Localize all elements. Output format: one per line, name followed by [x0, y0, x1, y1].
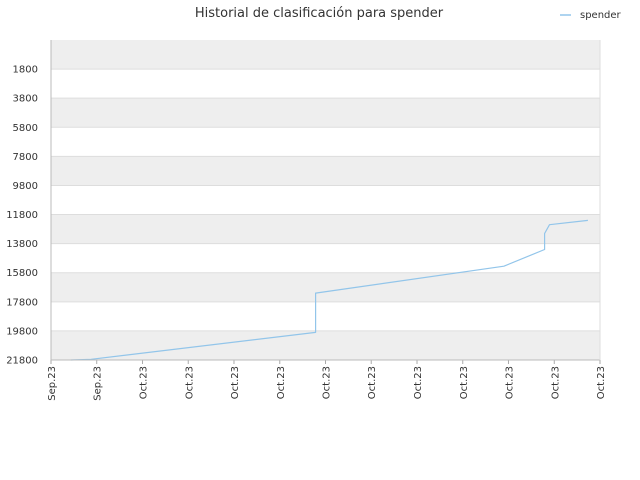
y-tick-label-8: 17800 [6, 297, 38, 308]
x-tick-label-2: Oct.23 [139, 366, 150, 399]
band-1 [51, 69, 600, 99]
x-tick-label-8: Oct.23 [413, 366, 424, 399]
x-tick-label-6: Oct.23 [322, 366, 333, 399]
band-8 [51, 272, 600, 302]
axes [50, 40, 601, 361]
y-axis-ticks: 1800 3800 5800 7800 9800 11800 13800 15800 17800… [6, 65, 38, 367]
y-tick-label-1: 3800 [13, 94, 38, 105]
y-tick-label-10: 21800 [6, 356, 38, 367]
x-tick-label-3: Oct.23 [184, 366, 195, 399]
series-group [70, 219, 588, 361]
y-tick-label-7: 15800 [6, 268, 38, 279]
band-10 [51, 330, 600, 360]
y-tick-label-5: 11800 [6, 210, 38, 221]
x-axis-ticks: Sep.23 Sep.23 Oct.23 Oct.23 Oct.23 Oct.23 Oct.… [47, 360, 607, 401]
x-tick-label-11: Oct.23 [550, 366, 561, 399]
y-tick-label-9: 19800 [6, 326, 38, 337]
x-tick-label-10: Oct.23 [504, 366, 515, 399]
band-3 [51, 127, 600, 157]
y-tick-label-0: 1800 [13, 65, 38, 76]
y-tick-label-3: 7800 [13, 152, 38, 163]
x-tick-label-9: Oct.23 [459, 366, 470, 399]
chart-title: Historial de clasificación para spender [195, 6, 444, 21]
series-line-spender [70, 219, 588, 361]
x-tick-label-7: Oct.23 [367, 366, 378, 399]
band-2 [51, 98, 600, 128]
x-tick-label-5: Oct.23 [276, 366, 287, 399]
band-4 [51, 156, 600, 186]
x-tick-label-12: Oct.23 [596, 366, 607, 399]
band-7 [51, 243, 600, 273]
band-0 [51, 40, 600, 70]
legend: spender [560, 10, 622, 21]
band-6 [51, 214, 600, 244]
y-tick-label-4: 9800 [13, 181, 38, 192]
x-tick-label-4: Oct.23 [230, 366, 241, 399]
band-9 [51, 301, 600, 331]
y-tick-label-6: 13800 [6, 239, 38, 250]
x-tick-label-1: Sep.23 [93, 366, 104, 401]
y-tick-label-2: 5800 [13, 123, 38, 134]
legend-label-spender: spender [580, 10, 622, 21]
background-bands [51, 40, 600, 360]
x-tick-label-0: Sep.23 [47, 366, 58, 401]
band-5 [51, 185, 600, 215]
